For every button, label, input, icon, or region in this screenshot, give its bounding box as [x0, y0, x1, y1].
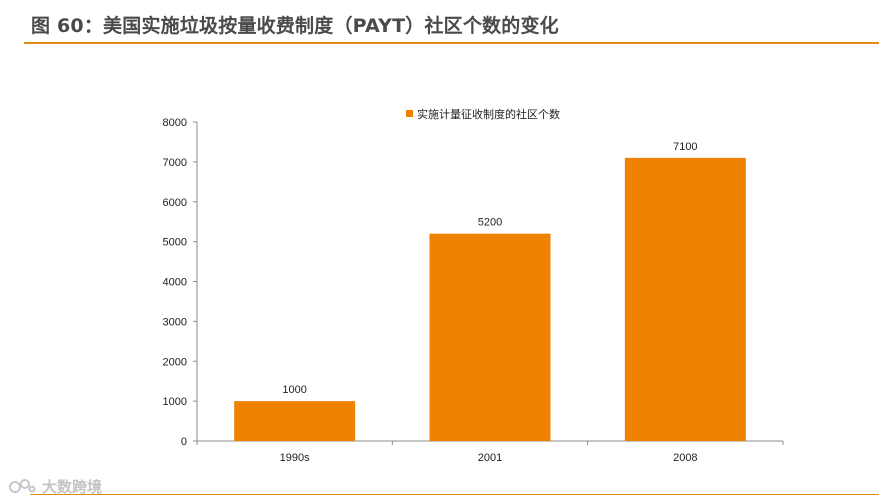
bottom-divider	[30, 494, 879, 495]
watermark-text: 大数跨境	[42, 477, 103, 496]
y-tick-label: 6000	[163, 197, 187, 209]
y-tick-label: 4000	[163, 277, 187, 289]
data-label: 1000	[282, 384, 306, 396]
page-title: 图 60：美国实施垃圾按量收费制度（PAYT）社区个数的变化	[31, 15, 559, 37]
watermark: 大数跨境	[8, 475, 102, 497]
y-tick-label: 0	[181, 436, 187, 448]
y-tick-label: 3000	[163, 316, 187, 328]
y-tick-label: 7000	[163, 157, 187, 169]
x-tick-label: 2001	[478, 452, 502, 464]
brand-logo-icon	[8, 476, 36, 496]
y-tick-label: 5000	[163, 237, 187, 249]
data-label: 5200	[478, 217, 502, 229]
data-label: 7100	[673, 141, 697, 153]
bar	[624, 157, 746, 441]
x-tick-label: 1990s	[280, 452, 310, 464]
bar	[429, 233, 551, 441]
y-tick-label: 2000	[163, 356, 187, 368]
legend-label: 实施计量征收制度的社区个数	[417, 107, 560, 121]
y-tick-label: 1000	[163, 396, 187, 408]
bar-chart: 0 1000 2000 3000 4000 5000 6000 7000 8000 1000 199…	[163, 107, 784, 464]
x-tick-label: 2008	[673, 452, 697, 464]
title-divider	[24, 42, 879, 44]
bar	[234, 401, 356, 441]
y-tick-label: 8000	[163, 117, 187, 129]
legend-swatch	[406, 110, 413, 117]
